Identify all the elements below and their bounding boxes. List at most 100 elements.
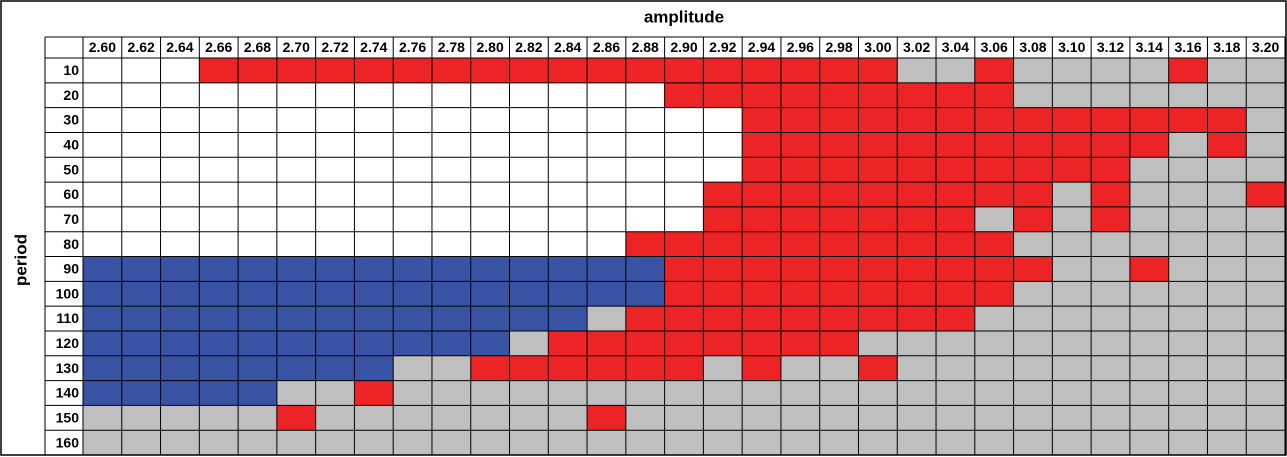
cell <box>160 182 200 207</box>
cell <box>780 231 820 257</box>
cell <box>238 330 277 356</box>
cell <box>1013 107 1053 133</box>
cell <box>393 330 432 356</box>
cell <box>1091 330 1130 356</box>
cell <box>431 355 471 381</box>
cell <box>1207 256 1247 282</box>
cell <box>587 206 626 232</box>
cell <box>238 380 277 406</box>
cell <box>1091 82 1130 108</box>
cell <box>548 256 588 282</box>
cell <box>238 256 277 282</box>
cell <box>315 157 355 183</box>
cell <box>664 132 704 158</box>
cell <box>819 58 859 83</box>
column-label: 2.90 <box>670 39 697 55</box>
cell <box>83 281 122 307</box>
cell <box>1052 157 1092 183</box>
cell <box>936 306 975 331</box>
cell <box>431 157 471 183</box>
cell <box>238 231 277 257</box>
cell <box>780 380 820 406</box>
cell <box>199 430 239 455</box>
cell <box>1246 330 1285 356</box>
cell <box>974 107 1014 133</box>
cell <box>587 430 626 455</box>
cell <box>83 132 122 158</box>
cell <box>1207 380 1247 406</box>
cell <box>509 132 549 158</box>
cell <box>431 380 471 406</box>
cell <box>858 256 898 282</box>
cell <box>354 231 394 257</box>
cell <box>1168 132 1208 158</box>
cell <box>936 206 975 232</box>
row-label: 30 <box>63 112 79 128</box>
cell <box>780 430 820 455</box>
cell <box>819 306 859 331</box>
cell <box>1129 380 1169 406</box>
column-label: 2.94 <box>748 39 775 55</box>
cell <box>276 58 316 83</box>
cell <box>1246 405 1285 431</box>
cell <box>393 132 432 158</box>
cell <box>897 355 937 381</box>
cell <box>160 82 200 108</box>
cell <box>1052 256 1092 282</box>
column-label: 2.60 <box>89 39 116 55</box>
row-label: 150 <box>56 409 80 425</box>
cell <box>742 58 781 83</box>
cell <box>354 157 394 183</box>
cell <box>1013 182 1053 207</box>
cell <box>780 355 820 381</box>
cell <box>664 281 704 307</box>
cell <box>625 157 665 183</box>
cell <box>1207 355 1247 381</box>
cell <box>780 82 820 108</box>
cell <box>1091 355 1130 381</box>
cell <box>936 107 975 133</box>
cell <box>121 231 161 257</box>
cell <box>160 281 200 307</box>
cell <box>819 380 859 406</box>
cell <box>897 380 937 406</box>
cell <box>1013 58 1053 83</box>
cell <box>703 82 743 108</box>
cell <box>509 206 549 232</box>
cell <box>858 58 898 83</box>
cell <box>936 330 975 356</box>
cell <box>1168 380 1208 406</box>
cell <box>780 281 820 307</box>
cell <box>1013 380 1053 406</box>
cell <box>1052 82 1092 108</box>
cell <box>1246 206 1285 232</box>
cell <box>742 182 781 207</box>
cell <box>664 157 704 183</box>
cell <box>1207 231 1247 257</box>
cell <box>742 281 781 307</box>
cell <box>742 430 781 455</box>
cell <box>742 330 781 356</box>
cell <box>742 405 781 431</box>
cell <box>858 132 898 158</box>
column-label: 2.98 <box>825 39 852 55</box>
cell <box>83 82 122 108</box>
cell <box>974 58 1014 83</box>
cell <box>587 306 626 331</box>
cell <box>354 107 394 133</box>
cell <box>470 430 510 455</box>
cell <box>83 355 122 381</box>
cell <box>470 306 510 331</box>
cell <box>238 82 277 108</box>
cell <box>1091 107 1130 133</box>
cell <box>160 355 200 381</box>
cell <box>160 58 200 83</box>
cell <box>1013 132 1053 158</box>
cell <box>160 231 200 257</box>
cell <box>238 132 277 158</box>
column-label: 3.00 <box>864 39 891 55</box>
cell <box>1168 206 1208 232</box>
cell <box>470 157 510 183</box>
cell <box>703 132 743 158</box>
